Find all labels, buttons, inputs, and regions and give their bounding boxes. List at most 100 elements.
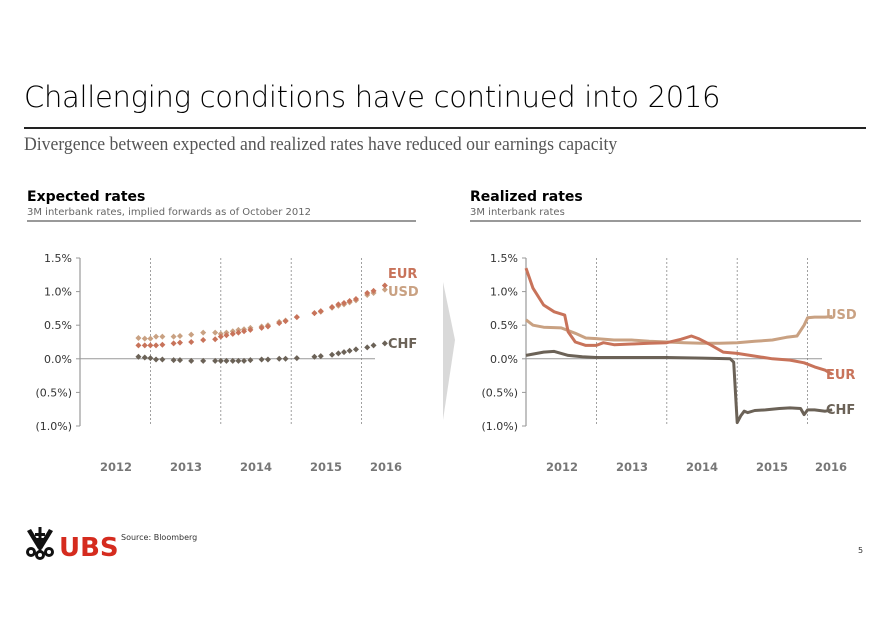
- transition-arrow-icon: [443, 282, 455, 420]
- eur-point: [241, 328, 248, 335]
- y-tick-label: (1.0%): [35, 420, 72, 433]
- legend-eur: EUR: [826, 368, 855, 383]
- eur-point: [247, 326, 254, 333]
- y-tick-label: 0.0%: [44, 353, 72, 366]
- eur-point: [229, 330, 236, 337]
- eur-point: [370, 287, 377, 294]
- chf-point: [352, 346, 359, 353]
- legend-usd: USD: [826, 308, 857, 323]
- expected-rates-divider: [27, 220, 416, 222]
- chf-point: [135, 353, 142, 360]
- y-tick-label: (0.5%): [481, 386, 518, 399]
- chf-point: [235, 357, 242, 364]
- y-tick-label: 1.5%: [44, 252, 72, 265]
- chf-point: [258, 356, 265, 363]
- brand-name: UBS: [59, 533, 117, 561]
- chf-point: [346, 347, 353, 354]
- eur-point: [159, 341, 166, 348]
- chf-line: [525, 349, 833, 425]
- title-divider: [24, 127, 866, 129]
- y-tick-label: 0.5%: [490, 319, 518, 332]
- x-tick-label: 2013: [170, 460, 202, 474]
- usd-point: [141, 335, 148, 342]
- y-tick-label: 0.5%: [44, 319, 72, 332]
- eur-point: [200, 336, 207, 343]
- x-tick-label: 2015: [756, 460, 788, 474]
- eur-point: [293, 314, 300, 321]
- eur-point: [170, 340, 177, 347]
- y-tick-label: (1.0%): [481, 420, 518, 433]
- y-tick-label: 1.5%: [490, 252, 518, 265]
- x-tick-label: 2012: [100, 460, 132, 474]
- chf-point: [329, 351, 336, 358]
- x-tick-label: 2014: [240, 460, 272, 474]
- usd-point: [188, 331, 195, 338]
- y-tick-label: 1.0%: [44, 286, 72, 299]
- chf-point: [364, 344, 371, 351]
- page-subtitle: Divergence between expected and realized…: [24, 134, 618, 155]
- chf-point: [293, 355, 300, 362]
- eur-point: [188, 339, 195, 345]
- eur-point: [264, 323, 271, 330]
- chf-point: [229, 357, 236, 364]
- usd-line: [525, 315, 833, 345]
- usd-point: [381, 286, 388, 293]
- legend-chf: CHF: [388, 337, 417, 352]
- y-tick-label: (0.5%): [35, 386, 72, 399]
- y-tick-label: 0.0%: [490, 353, 518, 366]
- chf-point: [370, 342, 377, 349]
- chf-point: [282, 355, 289, 362]
- realized-rates-chart: 1.5% 1.0% 0.5% 0.0% (0.5%) (1.0%) 2012 2013 2014…: [481, 252, 856, 474]
- legend-eur: EUR: [388, 267, 417, 282]
- chf-point: [247, 357, 254, 364]
- chf-point: [276, 355, 283, 362]
- page-title: Challenging conditions have continued in…: [24, 80, 721, 114]
- x-tick-label: 2015: [310, 460, 342, 474]
- x-tick-label: 2014: [686, 460, 718, 474]
- usd-point: [153, 333, 160, 340]
- source-note: Source: Bloomberg: [121, 533, 198, 542]
- eur-point: [352, 295, 359, 302]
- eur-point: [223, 332, 230, 339]
- eur-line: [524, 267, 833, 376]
- usd-point: [135, 334, 142, 341]
- eur-point: [311, 310, 318, 317]
- chf-point: [341, 349, 347, 356]
- eur-point: [147, 342, 154, 349]
- eur-point: [135, 342, 142, 349]
- y-tick-label: 1.0%: [490, 286, 518, 299]
- eur-point: [235, 329, 242, 336]
- chf-point: [153, 356, 160, 363]
- x-tick-label: 2012: [546, 460, 578, 474]
- keys-emblem-icon: [26, 527, 54, 560]
- expected-rates-title: Expected rates: [27, 189, 146, 205]
- legend-usd: USD: [388, 285, 419, 300]
- chf-point: [147, 355, 154, 362]
- realized-rates-divider: [470, 220, 861, 222]
- eur-point: [317, 308, 324, 315]
- realized-rates-subtitle: 3M interbank rates: [470, 207, 565, 218]
- eur-point: [153, 342, 160, 349]
- chf-point: [335, 350, 342, 357]
- expected-rates-chart: 1.5% 1.0% 0.5% 0.0% (0.5%) (1.0%) 2012 2013 2014…: [35, 252, 418, 474]
- eur-point: [141, 342, 148, 349]
- usd-point: [170, 333, 177, 340]
- x-tick-label: 2016: [815, 460, 847, 474]
- chf-point: [264, 356, 271, 363]
- eur-point: [381, 282, 388, 289]
- chf-point: [141, 354, 148, 361]
- chf-point: [223, 357, 230, 364]
- eur-point: [217, 333, 224, 340]
- eur-point: [282, 318, 289, 325]
- chf-point: [241, 357, 248, 364]
- eur-point: [176, 339, 183, 346]
- ubs-logo: UBS: [22, 525, 119, 565]
- page-number: 5: [858, 546, 864, 555]
- x-tick-label: 2016: [370, 460, 402, 474]
- usd-point: [147, 335, 154, 342]
- chf-point: [170, 357, 177, 364]
- eur-point: [276, 320, 283, 327]
- chf-point: [381, 340, 388, 347]
- legend-chf: CHF: [826, 403, 855, 418]
- chf-point: [176, 357, 183, 364]
